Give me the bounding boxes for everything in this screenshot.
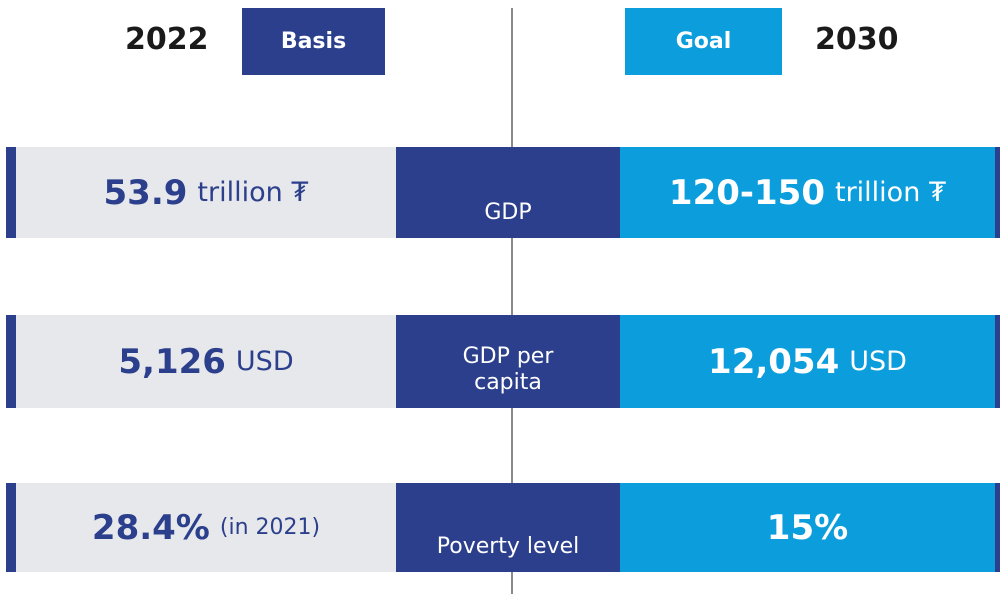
goal-value: 120-150 (668, 172, 825, 213)
baseline-unit: (in 2021) (219, 515, 321, 540)
goal-tag: Goal (625, 8, 782, 75)
baseline-year: 2022 (125, 22, 209, 57)
baseline-cell: 5,126 USD (6, 315, 396, 408)
baseline-value: 28.4% (91, 507, 210, 548)
baseline-value: 53.9 (103, 172, 188, 213)
baseline-tag: Basis (242, 8, 385, 75)
goal-value: 15% (766, 507, 849, 548)
goal-unit: USD (849, 346, 907, 377)
indicator-name: GDP per (462, 344, 554, 369)
indicator-name: capita (474, 370, 542, 395)
baseline-value: 5,126 (118, 341, 226, 382)
indicator-cell: GDP per capita (396, 315, 620, 408)
divider (511, 8, 513, 594)
baseline-unit: USD (235, 346, 294, 377)
indicator-cell: Poverty level (396, 483, 620, 572)
goal-cell: 12,054 USD (620, 315, 1000, 408)
indicator-name: Poverty level (436, 534, 580, 559)
goal-cell: 120-150 trillion ₮ (620, 147, 1000, 238)
indicator-name: GDP (484, 200, 532, 225)
indicator-cell: GDP (396, 147, 620, 238)
goal-year: 2030 (815, 22, 899, 57)
goal-unit: trillion ₮ (834, 177, 947, 208)
baseline-unit: trillion ₮ (197, 177, 309, 208)
baseline-cell: 28.4% (in 2021) (6, 483, 396, 572)
baseline-cell: 53.9 trillion ₮ (6, 147, 396, 238)
goal-cell: 15% (620, 483, 1000, 572)
goal-value: 12,054 (708, 341, 840, 382)
